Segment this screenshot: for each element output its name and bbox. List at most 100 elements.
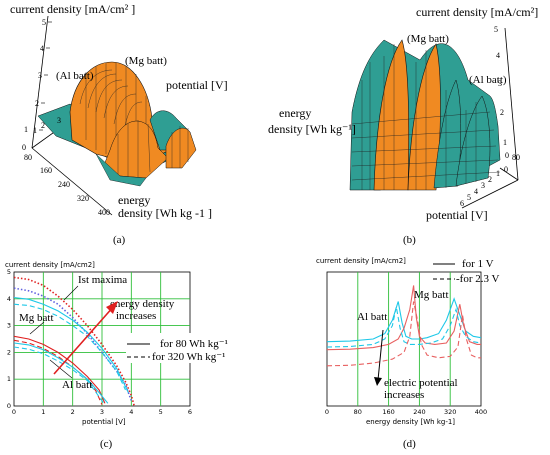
panel-d-trend-arrow [377, 329, 384, 381]
panel-d-legend-label-0: for 1 V [462, 258, 494, 270]
panel-d-x-tick-label: 160 [382, 408, 394, 416]
panel-d-xlabel: energy density [Wh kg-1] [366, 418, 455, 426]
panel-c-caption: (c) [100, 438, 113, 450]
panel-c-x-tick-label: 5 [159, 408, 163, 416]
panel-a-x-tick: 320 [77, 194, 89, 203]
panel-a-ticks [39, 21, 52, 131]
panel-c-legend-box [126, 333, 262, 363]
panel-d-title: current density [mA/cm2] [316, 257, 406, 265]
panel-c-y-tick-label: 2 [7, 348, 11, 356]
panel-b-y-tick: 2 [488, 175, 492, 184]
panel-c-y-tick-label: 0 [7, 402, 11, 410]
panel-c-series-line-6 [14, 342, 109, 404]
panel-c-x-tick-label: 1 [41, 408, 45, 416]
panel-b-y-tick: 0 [504, 165, 508, 174]
panel-a-y-tick-labels: 1 2 3 [24, 116, 61, 134]
panel-a-z-tick: 1 [33, 126, 37, 135]
panel-d-x-tick-label: 80 [354, 408, 362, 416]
panel-c-series-line-3 [14, 296, 129, 393]
panel-c-y-tick-label: 1 [7, 375, 11, 383]
panel-a-x-tick: 240 [58, 180, 70, 189]
panel-a-zlabel: current density [mA/cm² ] [10, 2, 135, 16]
panel-c-y-tick-label: 5 [7, 268, 11, 276]
panel-c-annotation-trend-2: increases [116, 310, 156, 322]
panel-c-trend-arrow [53, 305, 115, 375]
panel-b-z-tick: 1 [503, 138, 507, 147]
panel-b-z-tick: 3 [498, 79, 502, 88]
panel-a-ylabel: potential [V] [166, 78, 228, 92]
panel-c-trend-arrowhead [106, 301, 118, 314]
panel-c-tick-labels: 0 1 2 3 4 5 6 0 1 2 3 4 5 [7, 268, 192, 416]
panel-b: current density [mA/cm²] 1 2 3 4 5 0 1 2… [268, 5, 538, 246]
panel-d: 0 80 160 240 320 400 current density [mA/cm2]… [316, 257, 500, 450]
panel-c-xlabel: potential [V] [82, 418, 126, 426]
panel-c-y-tick-label: 3 [7, 322, 11, 330]
panel-c-x-tick-label: 6 [188, 408, 192, 416]
panel-c-series-line-0 [14, 276, 136, 406]
panel-b-y-tick-labels: 0 1 2 3 4 5 6 [460, 165, 508, 208]
panel-b-xlabel-line1: energy [279, 106, 311, 120]
panel-d-legend-label-1: -for 2.3 V [456, 273, 500, 285]
panel-c-x-tick-label: 0 [12, 408, 16, 416]
panel-c-series [14, 276, 136, 406]
panel-a-y-tick: 3 [57, 116, 61, 125]
panel-b-xlabel-line2: density [Wh kg⁻¹] [268, 122, 356, 136]
panel-b-zlabel: current density [mA/cm²] [416, 5, 538, 19]
panel-a-label-mg: (Mg batt) [125, 55, 167, 67]
panel-b-z-tick: 2 [500, 108, 504, 117]
panel-c-title: current density [mA/cm2] [5, 261, 95, 269]
panel-a: current density [mA/cm² ] 1 2 3 4 5 0 1 … [10, 2, 228, 246]
panel-b-y-tick: 6 [460, 199, 464, 208]
panel-a-z-zero: 0 [22, 143, 26, 152]
panel-d-trend-arrowhead [374, 377, 382, 386]
panel-c-legend-label-1: for 320 Wh kg⁻¹ [152, 351, 225, 363]
panel-b-x-tick-labels: 0 80 [505, 151, 520, 162]
panel-b-y-tick: 4 [474, 187, 478, 196]
panel-d-plot-area [326, 271, 482, 407]
panel-c-al-pointer [49, 359, 73, 379]
panel-b-caption: (b) [403, 234, 416, 246]
panel-b-x-tick: 80 [512, 153, 520, 162]
panel-a-label-al: (Al batt) [56, 70, 94, 82]
panel-c-label-mg: Mg batt [19, 312, 54, 324]
panel-a-z-tick: 2 [35, 99, 39, 108]
panel-d-x-tick-label: 320 [444, 408, 456, 416]
panel-b-z-tick: 5 [494, 25, 498, 34]
panel-c-x-tick-label: 4 [129, 408, 133, 416]
panel-c-legend-label-0: for 80 Wh kg⁻¹ [160, 338, 228, 350]
panel-c-series-line-7 [14, 346, 106, 406]
panel-a-z-tick: 3 [38, 71, 42, 80]
panel-a-y-tick: 2 [41, 121, 45, 130]
panel-b-ylabel: potential [V] [426, 208, 488, 222]
panel-b-y-tick: 5 [467, 193, 471, 202]
panel-a-x-tick: 400 [98, 208, 110, 217]
panel-b-label-al: (Al batt) [469, 74, 507, 86]
panel-a-xlabel-line2: density [Wh kg -1 ] [118, 206, 212, 220]
panel-b-z-tick-labels: 1 2 3 4 5 [494, 25, 507, 147]
panel-a-z-tick-labels: 1 2 3 4 5 0 [22, 18, 46, 152]
panel-d-tick-labels: 0 80 160 240 320 400 [325, 408, 487, 416]
panel-b-y-axis [461, 179, 519, 209]
panel-c-mg-pointer [29, 321, 45, 335]
panel-a-surface [37, 61, 197, 187]
panel-a-xlabel-line1: energy [118, 193, 150, 207]
panel-a-caption: (a) [113, 234, 126, 246]
panel-b-y-tick: 3 [481, 181, 485, 190]
panel-d-series-line-3 [327, 301, 481, 367]
panel-c-annotation-trend-1: energy density [110, 298, 175, 310]
panel-b-x-axis [499, 167, 519, 181]
panel-c: 0 1 2 3 4 5 6 0 1 2 3 4 5 current density [mA/cm2] p… [5, 261, 262, 450]
panel-c-label-al: Al batt [62, 379, 92, 391]
panel-d-label-mg: Mg batt [414, 289, 449, 301]
panel-c-y-tick-label: 4 [7, 295, 11, 303]
panel-a-y-tick: 1 [24, 125, 28, 134]
panel-a-z-tick: 4 [40, 44, 44, 53]
panel-c-series-line-4 [14, 335, 106, 404]
panel-b-y-tick: 1 [496, 169, 500, 178]
panel-b-z-axis [504, 27, 519, 181]
panel-d-label-al: Al batt [357, 311, 387, 323]
panel-c-series-line-2 [14, 303, 126, 391]
panel-c-x-tick-label: 2 [71, 408, 75, 416]
panel-d-x-tick-label: 240 [413, 408, 425, 416]
